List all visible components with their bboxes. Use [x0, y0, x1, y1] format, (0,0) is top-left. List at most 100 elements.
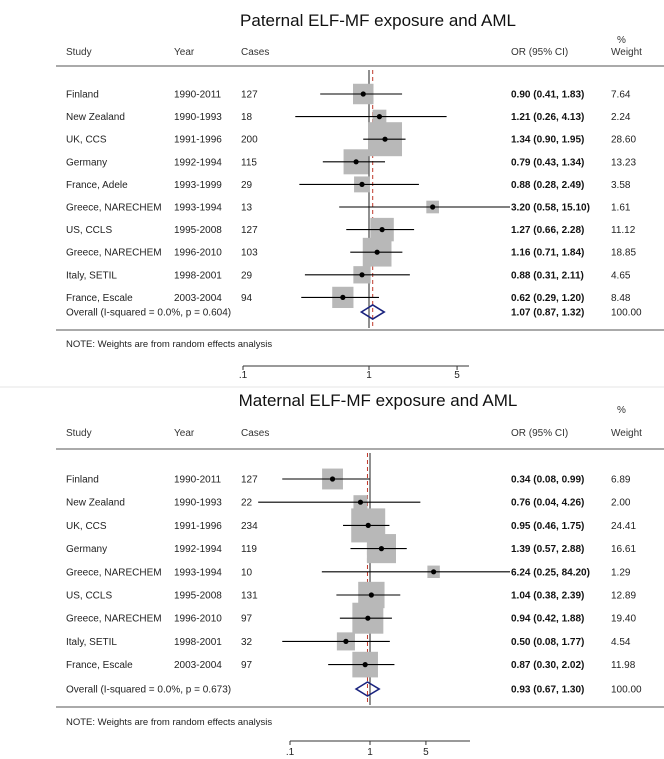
study-name: Germany — [66, 544, 107, 555]
study-point-estimate — [379, 227, 385, 233]
study-year: 1993-1999 — [174, 180, 222, 191]
study-weight: 3.58 — [611, 180, 631, 191]
study-year: 1991-1996 — [174, 521, 222, 532]
study-cases: 119 — [241, 544, 257, 555]
study-year: 1998-2001 — [174, 637, 222, 648]
study-or-ci: 0.34 (0.08, 0.99) — [511, 475, 584, 486]
study-year: 1992-1994 — [174, 544, 222, 555]
study-cases: 200 — [241, 135, 258, 146]
overall-diamond — [359, 304, 386, 320]
study-or-ci: 1.34 (0.90, 1.95) — [511, 135, 584, 146]
weight-percent-header: % — [617, 405, 626, 416]
study-name: Greece, NARECHEM — [66, 567, 162, 578]
x-tick-label: 1 — [366, 370, 372, 381]
overall-weight: 100.00 — [611, 685, 642, 696]
study-year: 1996-2010 — [174, 614, 222, 625]
study-name: France, Escale — [66, 293, 133, 304]
weight-percent-header: % — [617, 35, 626, 46]
study-or-ci: 1.21 (0.26, 4.13) — [511, 112, 584, 123]
study-cases: 10 — [241, 567, 253, 578]
study-name: Greece, NARECHEM — [66, 248, 162, 259]
overall-or-ci: 1.07 (0.87, 1.32) — [511, 308, 584, 319]
study-cases: 13 — [241, 203, 253, 214]
study-point-estimate — [378, 546, 385, 552]
study-weight: 11.98 — [611, 660, 636, 671]
study-weight: 13.23 — [611, 157, 636, 168]
study-point-estimate — [340, 294, 346, 300]
study-name: UK, CCS — [66, 135, 107, 146]
study-name: Italy, SETIL — [66, 270, 117, 281]
study-or-ci: 0.95 (0.46, 1.75) — [511, 521, 584, 532]
study-or-ci: 1.39 (0.57, 2.88) — [511, 544, 584, 555]
study-year: 1991-1996 — [174, 135, 222, 146]
cases-column-header: Cases — [241, 47, 269, 58]
study-cases: 94 — [241, 293, 253, 304]
study-cases: 97 — [241, 660, 253, 671]
chart-title: Paternal ELF-MF exposure and AML — [240, 11, 516, 30]
study-year: 1993-1994 — [174, 203, 222, 214]
study-name: Finland — [66, 90, 99, 101]
study-weight: 8.48 — [611, 293, 631, 304]
study-weight: 18.85 — [611, 248, 636, 259]
x-tick-label: 5 — [423, 747, 429, 758]
study-column-header: Study — [66, 428, 92, 439]
forest-panel-2: Maternal ELF-MF exposure and AML% Study Ye… — [56, 391, 664, 758]
study-or-ci: 6.24 (0.25, 84.20) — [511, 567, 590, 578]
study-year: 1990-2011 — [174, 90, 222, 101]
study-point-estimate — [365, 615, 371, 621]
study-weight: 12.89 — [611, 591, 636, 602]
study-year: 2003-2004 — [174, 293, 222, 304]
x-tick-label: .1 — [239, 370, 248, 381]
study-point-estimate — [360, 91, 366, 97]
study-name: UK, CCS — [66, 521, 107, 532]
study-or-ci: 1.27 (0.66, 2.28) — [511, 225, 584, 236]
overall-diamond — [354, 681, 381, 697]
cases-column-header: Cases — [241, 428, 269, 439]
study-weight: 24.41 — [611, 521, 636, 532]
study-cases: 18 — [241, 112, 253, 123]
study-or-ci: 0.76 (0.04, 4.26) — [511, 498, 584, 509]
study-name: New Zealand — [66, 498, 125, 509]
study-column-header: Study — [66, 47, 92, 58]
x-tick-label: .1 — [286, 747, 295, 758]
study-point-estimate — [359, 181, 365, 187]
study-cases: 131 — [241, 591, 258, 602]
study-weight: 6.89 — [611, 475, 631, 486]
study-name: France, Adele — [66, 180, 128, 191]
study-or-ci: 1.16 (0.71, 1.84) — [511, 248, 584, 259]
study-point-estimate — [382, 136, 388, 142]
study-year: 1990-1993 — [174, 112, 222, 123]
study-point-estimate — [374, 249, 380, 255]
study-year: 1990-2011 — [174, 475, 222, 486]
study-point-estimate — [357, 499, 364, 505]
study-point-estimate — [329, 476, 336, 482]
study-name: US, CCLS — [66, 591, 112, 602]
study-weight: 4.54 — [611, 637, 631, 648]
forest-panel-1: Paternal ELF-MF exposure and AML% Study Ye… — [56, 11, 664, 381]
study-cases: 29 — [241, 180, 253, 191]
study-cases: 22 — [241, 498, 253, 509]
study-cases: 127 — [241, 475, 258, 486]
study-point-estimate — [368, 592, 374, 598]
weight-column-header: Weight — [611, 47, 642, 58]
study-weight: 19.40 — [611, 614, 636, 625]
study-point-estimate — [343, 638, 349, 645]
study-cases: 103 — [241, 248, 258, 259]
or-column-header: OR (95% CI) — [511, 47, 568, 58]
study-point-estimate — [359, 272, 365, 278]
study-year: 2003-2004 — [174, 660, 222, 671]
overall-label: Overall (I-squared = 0.0%, p = 0.673) — [66, 685, 231, 696]
study-cases: 234 — [241, 521, 258, 532]
study-cases: 127 — [241, 225, 258, 236]
study-cases: 32 — [241, 637, 253, 648]
study-name: Italy, SETIL — [66, 637, 117, 648]
x-tick-label: 1 — [367, 747, 373, 758]
study-or-ci: 1.04 (0.38, 2.39) — [511, 591, 584, 602]
study-or-ci: 0.94 (0.42, 1.88) — [511, 614, 584, 625]
year-column-header: Year — [174, 47, 195, 58]
study-year: 1996-2010 — [174, 248, 222, 259]
study-point-estimate — [362, 662, 368, 668]
overall-or-ci: 0.93 (0.67, 1.30) — [511, 685, 584, 696]
study-name: Germany — [66, 157, 107, 168]
